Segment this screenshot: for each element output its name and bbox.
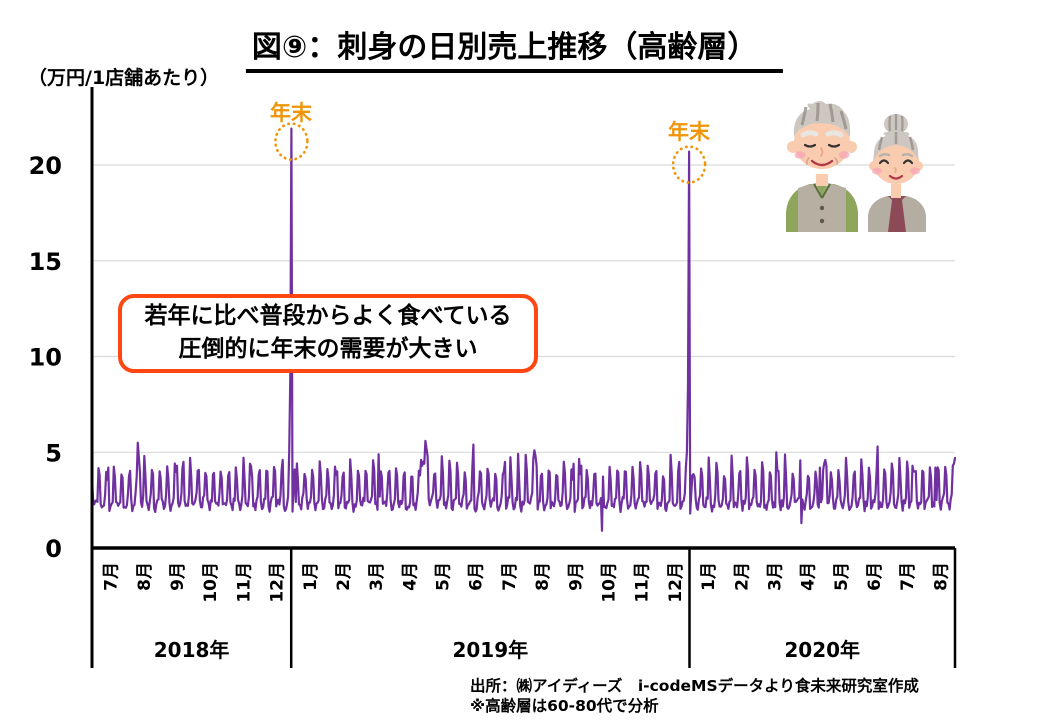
month-label: 5月 bbox=[832, 562, 852, 591]
peak-dotted-circle bbox=[671, 145, 707, 184]
source-note: 出所：㈱アイディーズ i-codeMSデータより食未来研究室作成 ※高齢層は60… bbox=[470, 676, 919, 717]
month-label: 4月 bbox=[799, 562, 819, 591]
grandmother-figure bbox=[868, 114, 926, 232]
month-label: 11月 bbox=[234, 562, 254, 603]
year-label: 2019年 bbox=[452, 638, 528, 662]
y-tick-label: 15 bbox=[29, 248, 62, 276]
y-axis-unit-label: （万円/1店舗あたり） bbox=[28, 67, 220, 89]
month-label: 12月 bbox=[666, 562, 686, 603]
month-label: 11月 bbox=[633, 562, 653, 603]
y-tick-label: 0 bbox=[45, 535, 62, 563]
year-label: 2018年 bbox=[154, 638, 230, 662]
callout-line2: 圧倒的に年末の需要が大きい bbox=[178, 336, 478, 362]
y-tick-label: 20 bbox=[29, 152, 62, 180]
year-label: 2020年 bbox=[784, 638, 860, 662]
month-label: 8月 bbox=[533, 562, 553, 591]
month-label: 1月 bbox=[699, 562, 719, 591]
month-label: 2月 bbox=[732, 562, 752, 591]
month-label: 7月 bbox=[898, 562, 918, 591]
series-line bbox=[90, 127, 957, 532]
month-label: 10月 bbox=[600, 562, 620, 603]
month-label: 6月 bbox=[865, 562, 885, 591]
month-label: 7月 bbox=[102, 562, 122, 591]
annotation-yearend-2018: 年末 bbox=[270, 101, 312, 125]
month-label: 3月 bbox=[367, 562, 387, 591]
peak-dotted-circle bbox=[274, 122, 309, 161]
annotation-yearend-2019: 年末 bbox=[668, 120, 710, 144]
callout-line1: 若年に比べ普段からよく食べている bbox=[144, 303, 512, 329]
month-label: 6月 bbox=[467, 562, 487, 591]
chart-title: 図⑨：刺身の日別売上推移（高齢層） bbox=[245, 22, 784, 73]
month-label: 1月 bbox=[301, 562, 321, 591]
month-label: 4月 bbox=[400, 562, 420, 591]
month-label: 8月 bbox=[931, 562, 951, 591]
source-line1: 出所：㈱アイディーズ i-codeMSデータより食未来研究室作成 bbox=[470, 677, 919, 695]
month-label: 9月 bbox=[168, 562, 188, 591]
y-tick-label: 10 bbox=[29, 344, 62, 372]
callout-box: 若年に比べ普段からよく食べている 圧倒的に年末の需要が大きい bbox=[118, 294, 538, 373]
month-label: 10月 bbox=[201, 562, 221, 603]
month-label: 8月 bbox=[135, 562, 155, 591]
month-label: 9月 bbox=[566, 562, 586, 591]
month-label: 5月 bbox=[434, 562, 454, 591]
source-line2: ※高齢層は60-80代で分析 bbox=[470, 697, 659, 716]
month-label: 3月 bbox=[765, 562, 785, 591]
month-label: 12月 bbox=[268, 562, 288, 603]
elderly-couple-illustration bbox=[786, 101, 926, 232]
month-label: 2月 bbox=[334, 562, 354, 591]
grandfather-figure bbox=[786, 101, 858, 232]
y-tick-label: 5 bbox=[45, 439, 62, 467]
month-label: 7月 bbox=[500, 562, 520, 591]
